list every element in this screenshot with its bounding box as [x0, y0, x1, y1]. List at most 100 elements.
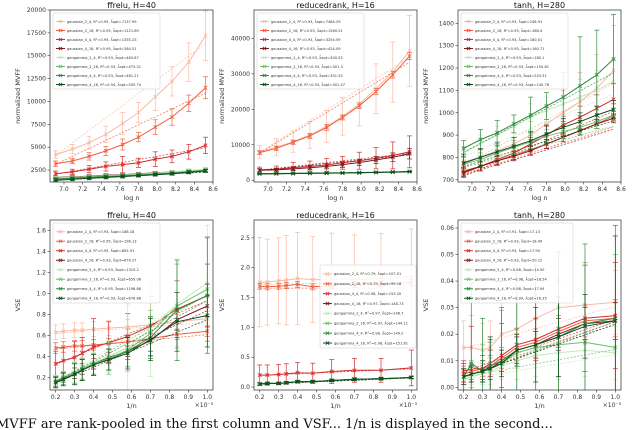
series-8	[461, 235, 618, 390]
legend-item: gengamma_2_4, R²=0.93, λ̂opt=1319.2	[56, 267, 139, 272]
x-tick-label: 8.2	[171, 186, 181, 193]
data-point	[120, 142, 125, 147]
legend-item: gaussian_4_16, R²=0.95, λ̂opt=264.51	[56, 46, 137, 51]
data-point	[72, 355, 77, 360]
legend-label: gengamma_2_4, R²=0.93, λ̂opt=300.55	[271, 55, 343, 60]
legend-marker	[466, 277, 471, 282]
data-point	[103, 164, 108, 169]
x-scale-label: ×10⁻³	[195, 402, 214, 409]
legend-label: gaussian_2_4, R²=0.93, λ̂opt=248.91	[475, 19, 542, 24]
data-point	[203, 168, 208, 174]
x-axis-label: log n	[327, 194, 343, 202]
data-point	[106, 357, 111, 362]
legend-item: gaussian_2_16, R²=0.93, λ̂opt=18.49	[464, 239, 543, 244]
legend-marker	[466, 37, 471, 42]
data-point	[480, 369, 485, 374]
legend-item: gengamma_2_4, R²=0.97, λ̂opt=148.7	[323, 311, 403, 316]
figure-caption: MVFF are rank-pooled in the first column…	[0, 417, 553, 430]
data-point	[511, 121, 516, 127]
data-point	[274, 171, 279, 176]
y-tick-label: 0.02	[441, 331, 455, 338]
legend: gaussian_2_4, R²=0.95, λ̂opt=7137.99 gaus…	[52, 12, 161, 90]
y-tick-label: 10000	[231, 142, 250, 149]
legend-marker	[262, 82, 267, 87]
legend-item: gengamma_2_16, R²=0.93, λ̂opt=301.3	[260, 64, 343, 69]
legend-marker	[262, 46, 267, 51]
fit-line	[463, 128, 614, 176]
series-line	[55, 295, 208, 365]
legend-label: gengamma_4_16, R²=0.94, λ̂opt=505.74	[67, 82, 142, 87]
data-point	[72, 328, 77, 333]
x-tick-label: 0.2	[459, 394, 469, 401]
legend-item: gengamma_4_16, R²=0.93, λ̂opt=678.88	[56, 296, 142, 301]
legend-marker	[262, 28, 267, 33]
legend-marker	[58, 37, 63, 42]
legend-label: gaussian_4_16, R²=0.93, λ̂opt=674.27	[67, 258, 137, 263]
y-tick-label: 20000	[27, 7, 46, 14]
y-tick-label: 5000	[31, 144, 46, 151]
legend-marker	[58, 73, 63, 78]
legend: gaussian_2_4, R²=0.93, λ̂opt=188.18 gauss…	[52, 222, 161, 304]
series-3	[257, 349, 414, 387]
data-point	[136, 135, 141, 140]
data-point	[544, 131, 549, 137]
plot-frame	[49, 219, 214, 391]
x-tick-label: 0.8	[165, 394, 175, 401]
series-3	[461, 83, 617, 178]
plot-frame	[457, 219, 622, 391]
data-point	[257, 171, 262, 176]
data-point	[478, 137, 483, 142]
legend-item: gaussian_4_4, R²=0.93, λ̂opt=17.90	[464, 248, 541, 253]
legend-item: gengamma_4_4, R²=0.93, λ̂opt=461.21	[56, 73, 139, 78]
data-point	[257, 373, 262, 378]
series-line	[259, 367, 412, 376]
legend-label: gengamma_2_16, R²=0.97, λ̂opt=144.11	[334, 321, 408, 326]
legend-marker	[58, 248, 63, 253]
legend-item: gaussian_4_16, R²=0.93, λ̂opt=20.12	[464, 258, 542, 263]
data-point	[284, 371, 289, 376]
legend-label: gengamma_4_16, R²=0.98, λ̂opt=151.61	[334, 341, 408, 346]
series-4	[257, 147, 413, 173]
legend-label: gaussian_4_16, R²=0.93, λ̂opt=160.71	[475, 46, 545, 51]
plot-frame	[253, 9, 418, 183]
legend-marker	[466, 55, 471, 60]
legend-marker	[325, 301, 330, 306]
series-line	[463, 69, 614, 163]
series-line	[463, 315, 616, 372]
legend-marker	[325, 272, 330, 276]
data-point	[561, 95, 566, 100]
data-point	[561, 125, 566, 130]
x-tick-label: 0.3	[478, 394, 488, 401]
y-axis-label: normalized MVFF	[14, 68, 22, 124]
data-point	[284, 278, 289, 283]
data-point	[357, 160, 362, 165]
data-point	[409, 365, 414, 371]
data-point	[295, 370, 300, 375]
data-point	[340, 115, 345, 120]
x-tick-label: 0.3	[70, 394, 80, 401]
legend-label: gaussian_4_16, R²=0.95, λ̂opt=264.51	[67, 46, 137, 51]
y-tick-label: 2.5	[240, 235, 250, 242]
data-point	[203, 85, 208, 90]
data-point	[153, 94, 158, 99]
x-tick-label: 7.6	[115, 186, 125, 193]
data-point	[378, 376, 384, 381]
y-tick-label: 0.6	[36, 332, 46, 339]
series-line	[259, 171, 410, 175]
legend-label: gaussian_2_4, R²=0.91, λ̂opt=17.13	[475, 229, 540, 234]
x-axis-label: log n	[531, 194, 547, 202]
legend: gaussian_2_4, R²=0.91, λ̂opt=17.13 gaussi…	[460, 222, 574, 304]
y-tick-label: 0.5	[240, 354, 250, 361]
legend-item: gaussian_2_4, R²=0.79, λ̂opt=107.01	[323, 272, 401, 276]
x-tick-label: 8.0	[152, 186, 162, 193]
legend-label: gengamma_2_4, R²=0.97, λ̂opt=148.7	[334, 311, 403, 316]
data-point	[378, 368, 384, 373]
series-line	[259, 55, 410, 154]
data-point	[613, 318, 618, 324]
x-tick-label: 7.6	[523, 186, 533, 193]
legend-label: gaussian_4_4, R²=0.95, λ̂opt=605.91	[67, 248, 134, 253]
panel-2: reducedrank, H=16 7.0 7.2 7.4 7.6 7.8 8.0 8.2 8.…	[218, 1, 422, 202]
data-point	[357, 103, 362, 108]
y-tick-label: 0.01	[441, 358, 455, 365]
series-line	[259, 50, 410, 153]
